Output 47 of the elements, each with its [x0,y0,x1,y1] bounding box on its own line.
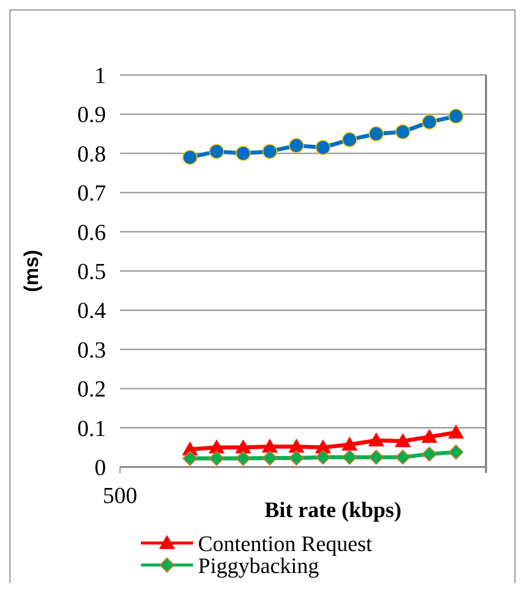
point [395,450,410,465]
point [288,138,304,154]
y-tick-label: 0.1 [77,416,106,441]
legend-label: Contention Request [198,531,372,556]
point [209,450,224,466]
x-axis-title: Bit rate (kbps) [264,497,402,522]
y-axis-title: (ms) [21,250,43,292]
y-tick-label: 0.3 [77,337,106,362]
y-tick-label: 0.9 [77,102,106,128]
point [316,140,330,156]
point [235,439,252,454]
point [342,436,358,451]
point [288,450,304,466]
point [421,428,438,443]
point [342,132,358,148]
text: 500 [102,483,138,508]
point [262,450,278,466]
point [368,450,384,465]
y-tick-label: 0.5 [77,259,106,284]
point [288,438,304,453]
point [368,432,384,446]
y-tick-label: 0.7 [77,180,106,206]
legend-label: Piggybacking [198,553,319,578]
point [368,126,384,142]
point [448,108,464,124]
point [316,450,330,465]
y-tick-label: 0 [94,455,106,480]
point [448,424,464,439]
point [182,450,198,466]
y-tick-label: 1 [94,63,106,88]
point [236,146,251,161]
point [422,114,437,130]
point [262,438,278,453]
point [209,144,224,159]
y-tick-label: 0.8 [77,141,106,166]
point [182,150,198,165]
point [422,446,437,462]
y-tick-label: 0.6 [77,220,106,245]
point [395,124,410,140]
y-tick-label: 0.4 [77,298,106,324]
y-tick-label: 0.2 [77,376,106,402]
point [262,144,278,159]
point [394,433,411,448]
point [236,450,251,466]
point [208,439,225,454]
point [342,450,358,465]
point [448,444,464,460]
